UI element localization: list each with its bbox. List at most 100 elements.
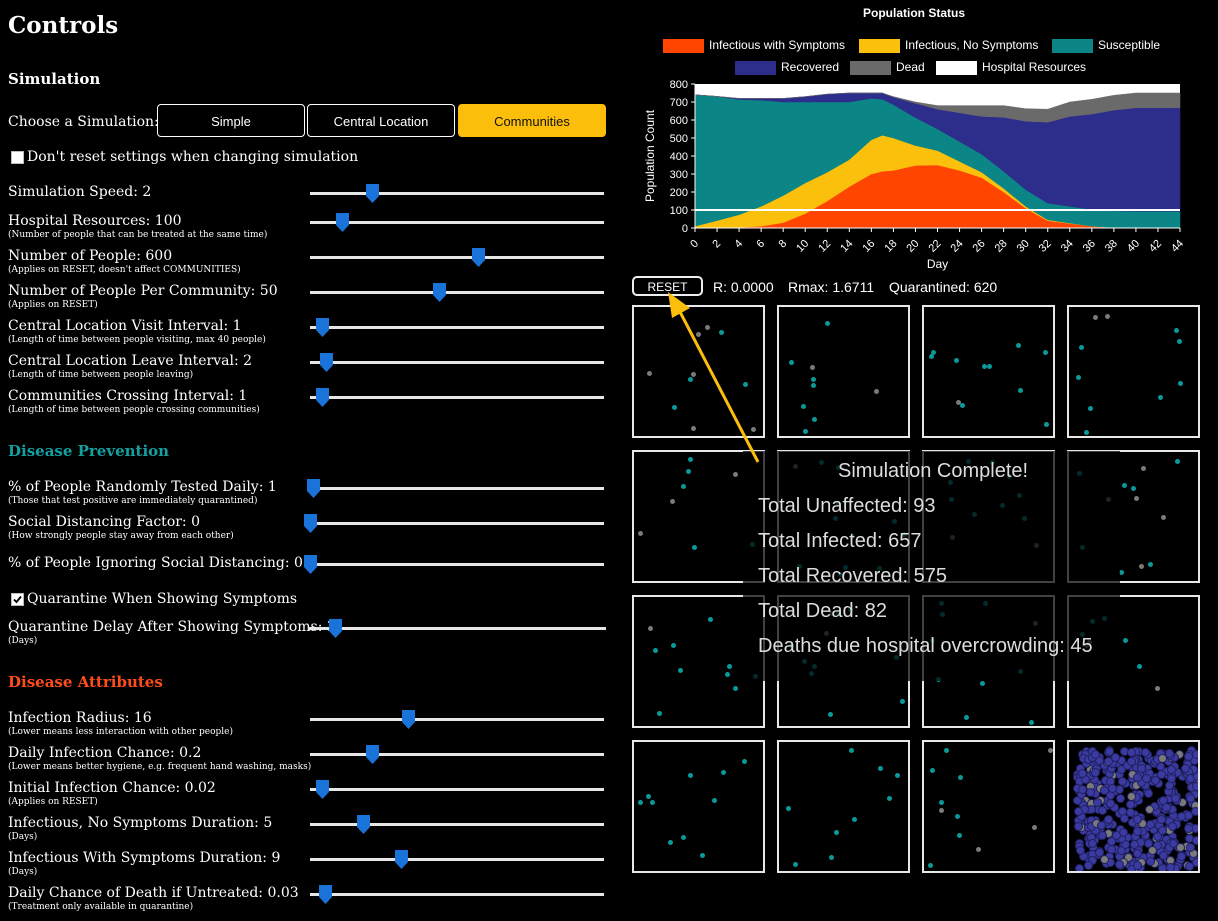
person-dot xyxy=(930,349,936,355)
daily-chance-of-death-if-untreated-slider-thumb[interactable] xyxy=(318,885,332,904)
social-distancing-factor-slider[interactable] xyxy=(310,522,604,525)
person-dot xyxy=(1124,852,1134,862)
person-dot xyxy=(650,800,656,806)
initial-infection-chance-slider-thumb[interactable] xyxy=(315,780,329,799)
x-tick-label: 2 xyxy=(710,238,723,251)
of-people-ignoring-social-distancing-slider[interactable] xyxy=(310,563,604,566)
rmax-value: Rmax: 1.6711 xyxy=(788,279,875,295)
y-tick-label: 0 xyxy=(682,223,688,235)
legend-swatch xyxy=(735,60,776,75)
central-location-visit-interval-slider[interactable] xyxy=(310,326,604,329)
person-dot xyxy=(828,711,834,717)
person-dot xyxy=(803,429,809,435)
number-of-people-per-community-slider[interactable] xyxy=(310,291,604,294)
person-dot xyxy=(1122,638,1128,644)
quarantine-delay-after-showing-symptoms-slider[interactable] xyxy=(308,627,606,630)
infectious-with-symptoms-duration-slider-thumb[interactable] xyxy=(395,850,409,869)
hospital-resources-hint: (Number of people that can be treated at… xyxy=(8,230,268,240)
of-people-ignoring-social-distancing-label-text: % of People Ignoring Social Distancing: … xyxy=(8,555,303,571)
y-tick-label: 300 xyxy=(670,169,688,181)
number-of-people-per-community-slider-thumb[interactable] xyxy=(433,283,447,302)
x-tick-label: 8 xyxy=(776,238,789,251)
person-dot xyxy=(1132,772,1142,782)
social-distancing-factor-slider-thumb[interactable] xyxy=(304,514,317,533)
person-dot xyxy=(1090,768,1100,778)
person-dot xyxy=(1075,864,1085,871)
hospital-resources-slider[interactable] xyxy=(310,221,604,224)
person-dot xyxy=(900,698,906,704)
dont-reset-checkbox[interactable] xyxy=(11,151,24,164)
person-dot xyxy=(1079,344,1085,350)
area-dead xyxy=(694,92,1181,123)
infection-radius-slider[interactable] xyxy=(310,718,604,721)
communities-crossing-interval-label: Communities Crossing Interval: 1 (Length … xyxy=(8,388,260,415)
person-dot xyxy=(1177,852,1187,862)
reset-button[interactable]: RESET xyxy=(632,276,703,296)
central-location-simulation-button[interactable]: Central Location xyxy=(307,104,455,137)
person-dot xyxy=(788,360,794,366)
person-dot xyxy=(691,425,697,431)
communities-crossing-interval-slider-thumb[interactable] xyxy=(315,388,329,407)
number-of-people-slider-thumb[interactable] xyxy=(471,248,485,267)
number-of-people-per-community-label-text: Number of People Per Community: 50 xyxy=(8,283,278,299)
person-dot xyxy=(987,363,993,369)
infection-radius-label: Infection Radius: 16 (Lower means less in… xyxy=(8,710,233,737)
of-people-randomly-tested-daily-slider[interactable] xyxy=(310,487,604,490)
daily-chance-of-death-if-untreated-slider[interactable] xyxy=(310,893,604,896)
person-dot xyxy=(718,329,724,335)
of-people-randomly-tested-daily-slider-thumb[interactable] xyxy=(306,479,320,498)
person-dot xyxy=(671,643,677,649)
central-location-leave-interval-label-text: Central Location Leave Interval: 2 xyxy=(8,353,253,369)
person-dot xyxy=(696,332,702,338)
person-dot xyxy=(834,830,840,836)
quarantine-delay-after-showing-symptoms-slider-thumb[interactable] xyxy=(328,619,342,638)
person-dot xyxy=(1168,821,1178,831)
central-location-leave-interval-label: Central Location Leave Interval: 2 (Lengt… xyxy=(8,353,252,380)
person-dot xyxy=(811,417,817,423)
person-dot xyxy=(1077,769,1087,779)
person-dot xyxy=(851,816,857,822)
central-location-visit-interval-slider-thumb[interactable] xyxy=(315,318,329,337)
communities-simulation-button[interactable]: Communities xyxy=(458,104,606,137)
infection-radius-slider-thumb[interactable] xyxy=(402,710,416,729)
person-dot xyxy=(1134,495,1140,501)
person-dot xyxy=(680,483,686,489)
community-1 xyxy=(632,305,765,438)
person-dot xyxy=(724,671,730,677)
simple-simulation-button[interactable]: Simple xyxy=(157,104,305,137)
central-location-leave-interval-slider[interactable] xyxy=(310,361,604,364)
person-dot xyxy=(963,714,969,720)
person-dot xyxy=(678,667,684,673)
hospital-resources-slider-thumb[interactable] xyxy=(336,213,350,232)
infectious-no-symptoms-duration-slider[interactable] xyxy=(310,823,604,826)
number-of-people-per-community-hint: (Applies on RESET) xyxy=(8,300,98,310)
number-of-people-slider[interactable] xyxy=(310,256,604,259)
person-dot xyxy=(1073,821,1083,831)
of-people-ignoring-social-distancing-slider-thumb[interactable] xyxy=(304,555,317,574)
initial-infection-chance-slider[interactable] xyxy=(310,788,604,791)
person-dot xyxy=(646,793,651,799)
number-of-people-hint: (Applies on RESET, doesn't affect COMMUN… xyxy=(8,265,241,275)
x-tick-label: 34 xyxy=(1059,238,1076,255)
infectious-with-symptoms-duration-slider[interactable] xyxy=(310,858,604,861)
communities-crossing-interval-slider[interactable] xyxy=(310,396,604,399)
infectious-no-symptoms-duration-slider-thumb[interactable] xyxy=(356,815,370,834)
daily-infection-chance-slider[interactable] xyxy=(310,753,604,756)
y-axis-label: Population Count xyxy=(643,109,657,202)
person-dot xyxy=(1139,564,1145,570)
simulation-speed-slider-thumb[interactable] xyxy=(365,184,379,203)
community-2 xyxy=(777,305,910,438)
quarantine-checkbox[interactable] xyxy=(11,593,24,606)
infection-radius-hint: (Lower means less interaction with other… xyxy=(8,727,233,737)
person-dot xyxy=(1106,836,1116,846)
person-dot xyxy=(1140,748,1150,758)
total-infected: Total Infected: 657 xyxy=(758,530,922,552)
person-dot xyxy=(955,813,961,819)
person-dot xyxy=(741,758,747,764)
simulation-speed-slider[interactable] xyxy=(310,192,604,195)
x-tick-label: 4 xyxy=(732,238,745,251)
person-dot xyxy=(1191,806,1198,816)
person-dot xyxy=(1181,763,1191,773)
daily-infection-chance-slider-thumb[interactable] xyxy=(365,745,379,764)
central-location-leave-interval-slider-thumb[interactable] xyxy=(320,353,334,372)
